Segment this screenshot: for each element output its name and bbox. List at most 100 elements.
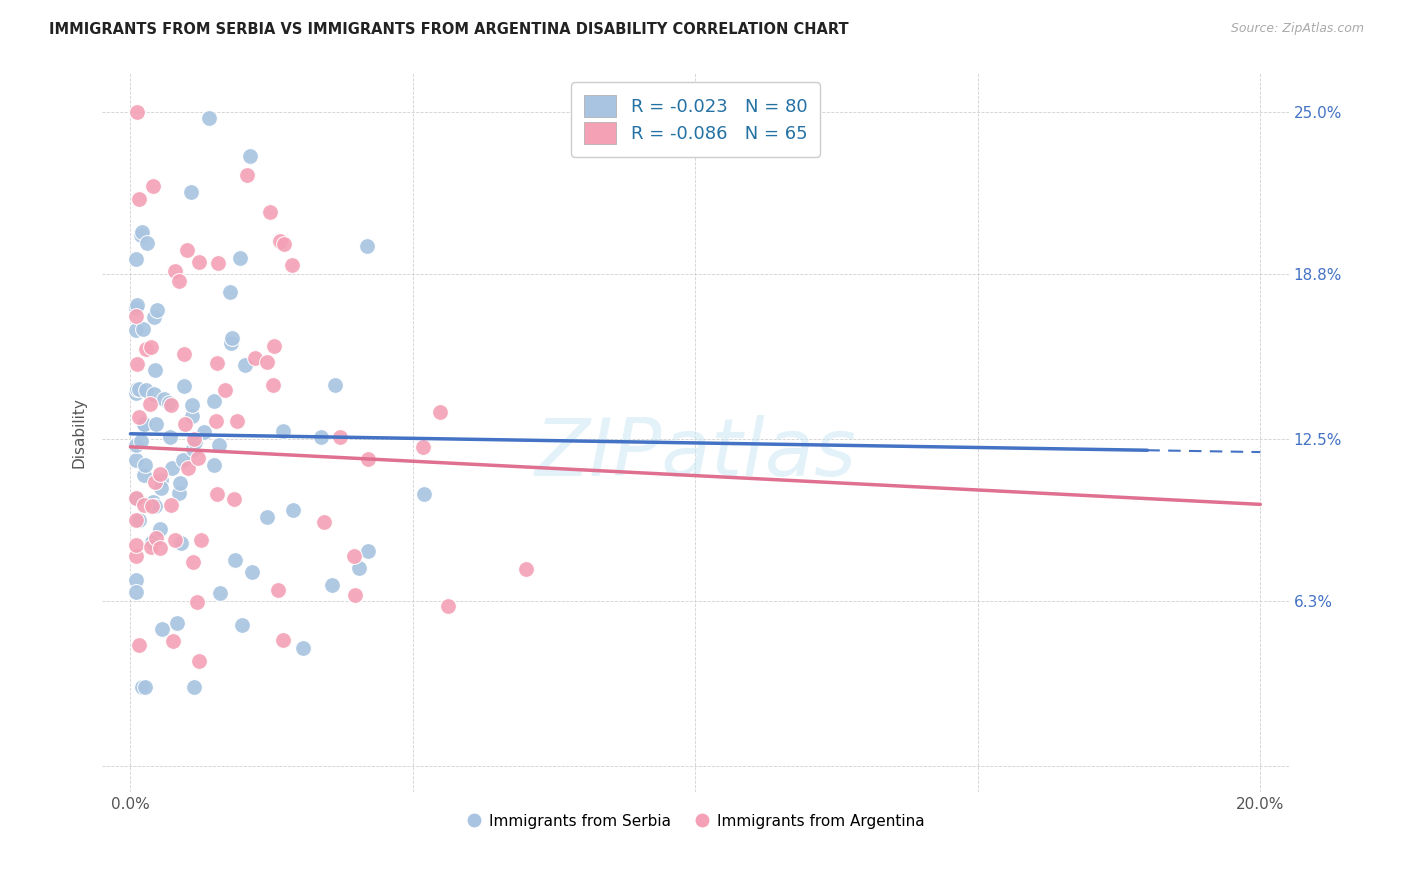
Point xyxy=(173,452,195,467)
Point xyxy=(323,377,346,392)
Point xyxy=(149,467,172,482)
Point xyxy=(159,498,181,512)
Point xyxy=(128,382,150,396)
Point xyxy=(145,531,167,545)
Point xyxy=(239,149,262,163)
Point xyxy=(145,417,167,432)
Point xyxy=(141,535,163,549)
Point xyxy=(437,599,460,613)
Point xyxy=(236,168,259,182)
Point xyxy=(139,497,162,511)
Point xyxy=(356,239,378,253)
Point xyxy=(292,640,315,655)
Point xyxy=(132,417,155,432)
Point xyxy=(256,354,278,368)
Point xyxy=(150,622,173,636)
Point xyxy=(134,458,156,472)
Point xyxy=(207,256,229,270)
Point xyxy=(429,405,451,419)
Point xyxy=(309,430,332,444)
Point xyxy=(125,252,148,266)
Point xyxy=(240,565,263,579)
Point xyxy=(202,458,225,473)
Point xyxy=(186,595,208,609)
Point xyxy=(224,553,246,567)
Point xyxy=(149,541,172,555)
Point xyxy=(259,205,281,219)
Point xyxy=(263,339,285,353)
Point xyxy=(193,425,215,439)
Point xyxy=(187,255,209,269)
Legend: Immigrants from Serbia, Immigrants from Argentina: Immigrants from Serbia, Immigrants from … xyxy=(460,807,931,835)
Point xyxy=(142,387,165,401)
Point xyxy=(181,398,204,412)
Point xyxy=(219,285,242,299)
Point xyxy=(173,346,195,360)
Point xyxy=(413,486,436,500)
Point xyxy=(139,396,162,410)
Point xyxy=(125,453,148,467)
Point xyxy=(125,574,148,588)
Point xyxy=(141,499,163,513)
Point xyxy=(146,303,169,318)
Point xyxy=(132,499,155,513)
Text: IMMIGRANTS FROM SERBIA VS IMMIGRANTS FROM ARGENTINA DISABILITY CORRELATION CHART: IMMIGRANTS FROM SERBIA VS IMMIGRANTS FRO… xyxy=(49,22,849,37)
Point xyxy=(129,434,152,448)
Point xyxy=(229,251,252,265)
Point xyxy=(125,323,148,337)
Point xyxy=(127,382,149,396)
Point xyxy=(142,495,165,509)
Y-axis label: Disability: Disability xyxy=(72,397,86,468)
Point xyxy=(262,377,284,392)
Point xyxy=(208,438,231,452)
Point xyxy=(143,499,166,513)
Point xyxy=(314,515,336,529)
Point xyxy=(190,533,212,547)
Point xyxy=(183,555,205,569)
Point xyxy=(134,681,156,695)
Text: Source: ZipAtlas.com: Source: ZipAtlas.com xyxy=(1230,22,1364,36)
Point xyxy=(167,274,190,288)
Point xyxy=(222,491,245,506)
Point xyxy=(256,510,278,524)
Point xyxy=(205,487,228,501)
Point xyxy=(153,392,176,406)
Point xyxy=(125,549,148,564)
Point xyxy=(150,482,173,496)
Point xyxy=(165,533,187,547)
Point xyxy=(165,264,187,278)
Point xyxy=(128,638,150,652)
Point xyxy=(128,192,150,206)
Point xyxy=(329,430,352,444)
Point xyxy=(134,417,156,432)
Point xyxy=(129,227,152,242)
Point xyxy=(173,378,195,392)
Point xyxy=(273,237,295,252)
Point xyxy=(321,578,343,592)
Point xyxy=(231,618,253,632)
Point xyxy=(125,385,148,400)
Point xyxy=(134,468,156,483)
Point xyxy=(219,335,242,350)
Point xyxy=(139,340,162,354)
Point xyxy=(271,424,294,438)
Point xyxy=(183,433,205,447)
Point xyxy=(149,522,172,536)
Point xyxy=(208,586,231,600)
Point xyxy=(197,111,219,125)
Point xyxy=(132,322,155,336)
Point xyxy=(142,310,165,325)
Point xyxy=(181,442,204,456)
Point xyxy=(343,549,366,564)
Point xyxy=(170,536,193,550)
Point xyxy=(125,298,148,312)
Point xyxy=(125,438,148,452)
Point xyxy=(135,383,157,397)
Text: ZIPatlas: ZIPatlas xyxy=(534,415,856,493)
Point xyxy=(269,234,291,248)
Point xyxy=(135,236,157,251)
Point xyxy=(180,186,202,200)
Point xyxy=(149,473,172,487)
Point xyxy=(271,633,294,648)
Point xyxy=(157,396,180,410)
